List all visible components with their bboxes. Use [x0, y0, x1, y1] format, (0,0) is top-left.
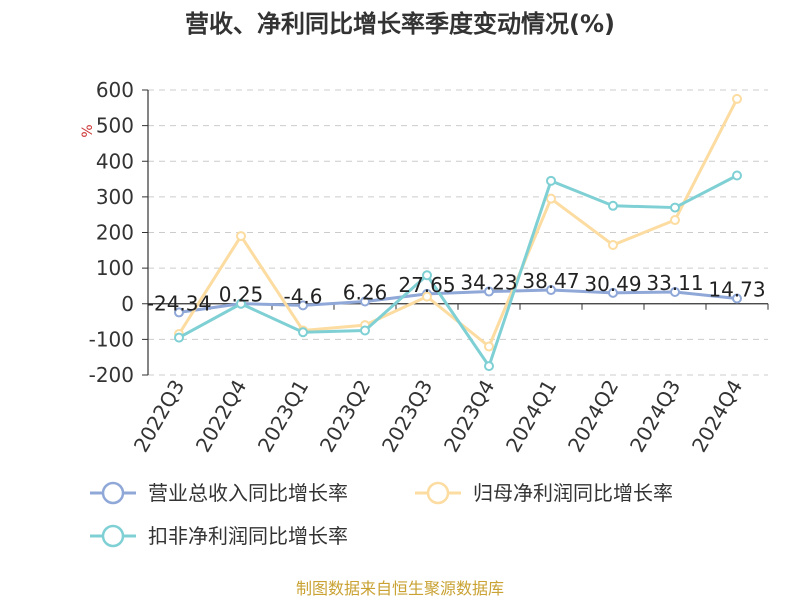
- y-tick-label: 600: [96, 78, 134, 102]
- data-label: 30.49: [584, 272, 641, 296]
- y-tick-label: 400: [96, 149, 134, 173]
- data-point: [298, 300, 308, 311]
- data-point: [484, 341, 494, 352]
- x-tick-label: 2022Q3: [129, 376, 189, 457]
- data-point: [670, 215, 680, 226]
- legend-item-2[interactable]: 归母净利润同比增长率: [415, 481, 673, 505]
- x-tick-label: 2023Q3: [377, 376, 437, 457]
- data-point: [546, 175, 556, 186]
- data-label: 6.26: [343, 281, 388, 305]
- data-point: [484, 361, 494, 372]
- y-axis-unit: %: [80, 124, 96, 137]
- grid-lines: [148, 89, 768, 376]
- data-point: [608, 239, 618, 250]
- y-tick-label: 500: [96, 114, 134, 138]
- data-point: [422, 270, 432, 281]
- data-point: [732, 293, 742, 304]
- data-point: [670, 202, 680, 213]
- x-tick-label: 2023Q1: [253, 376, 313, 457]
- legend-marker: [426, 481, 450, 505]
- legend-marker: [101, 481, 125, 505]
- data-point: [236, 298, 246, 309]
- x-tick-label: 2024Q3: [625, 376, 685, 457]
- legend-label: 营业总收入同比增长率: [148, 481, 348, 505]
- data-labels: -24.34 0.25 -4.6 6.26 27.65 34.23 38.47 30.49 33…: [147, 269, 766, 315]
- data-label: 33.11: [646, 271, 703, 295]
- data-label: -4.6: [283, 284, 322, 308]
- y-axis-ticks: -200 -100 0 100 200 300 400 500 600: [89, 78, 148, 387]
- data-point: [608, 287, 618, 298]
- x-axis-ticks: 2022Q3 2022Q4 2023Q1 2023Q2 2023Q3 2023Q4 2024…: [129, 303, 769, 457]
- y-tick-label: -200: [89, 363, 134, 387]
- data-point: [732, 170, 742, 181]
- data-point: [546, 193, 556, 204]
- data-point: [236, 231, 246, 242]
- data-label: 38.47: [522, 269, 579, 293]
- y-tick-label: 100: [96, 256, 134, 280]
- data-label: 34.23: [460, 271, 517, 295]
- data-point: [422, 291, 432, 302]
- series-line-1: [178, 288, 738, 314]
- y-tick-label: 0: [121, 292, 134, 316]
- data-point: [670, 286, 680, 297]
- x-tick-label: 2024Q4: [687, 376, 747, 457]
- chart-title: 营收、净利同比增长率季度变动情况(%): [185, 10, 615, 38]
- series-line-3: [178, 174, 738, 368]
- y-tick-label: 200: [96, 221, 134, 245]
- data-point: [298, 327, 308, 338]
- data-point: [174, 307, 184, 318]
- data-point: [546, 285, 556, 296]
- data-point: [360, 296, 370, 307]
- y-tick-label: -100: [89, 327, 134, 351]
- x-tick-label: 2022Q4: [191, 376, 251, 457]
- data-point: [360, 325, 370, 336]
- legend-label: 归母净利润同比增长率: [473, 481, 673, 505]
- legend-item-1[interactable]: 营业总收入同比增长率: [90, 481, 348, 505]
- data-point: [484, 286, 494, 297]
- data-label: 0.25: [219, 283, 264, 307]
- data-point: [608, 200, 618, 211]
- x-tick-label: 2023Q4: [439, 376, 499, 457]
- legend-item-3[interactable]: 扣非净利润同比增长率: [90, 524, 348, 548]
- data-point: [732, 93, 742, 104]
- data-label: 27.65: [398, 273, 455, 297]
- data-label: -24.34: [147, 291, 211, 315]
- source-note: 制图数据来自恒生聚源数据库: [296, 579, 504, 598]
- x-tick-label: 2024Q1: [501, 376, 561, 457]
- data-label: 14.73: [708, 278, 765, 302]
- legend-label: 扣非净利润同比增长率: [148, 524, 348, 548]
- x-tick-label: 2024Q2: [563, 376, 623, 457]
- y-tick-label: 300: [96, 185, 134, 209]
- legend-marker: [101, 524, 125, 548]
- x-tick-label: 2023Q2: [315, 376, 375, 457]
- series-group: [174, 93, 742, 372]
- data-point: [174, 332, 184, 343]
